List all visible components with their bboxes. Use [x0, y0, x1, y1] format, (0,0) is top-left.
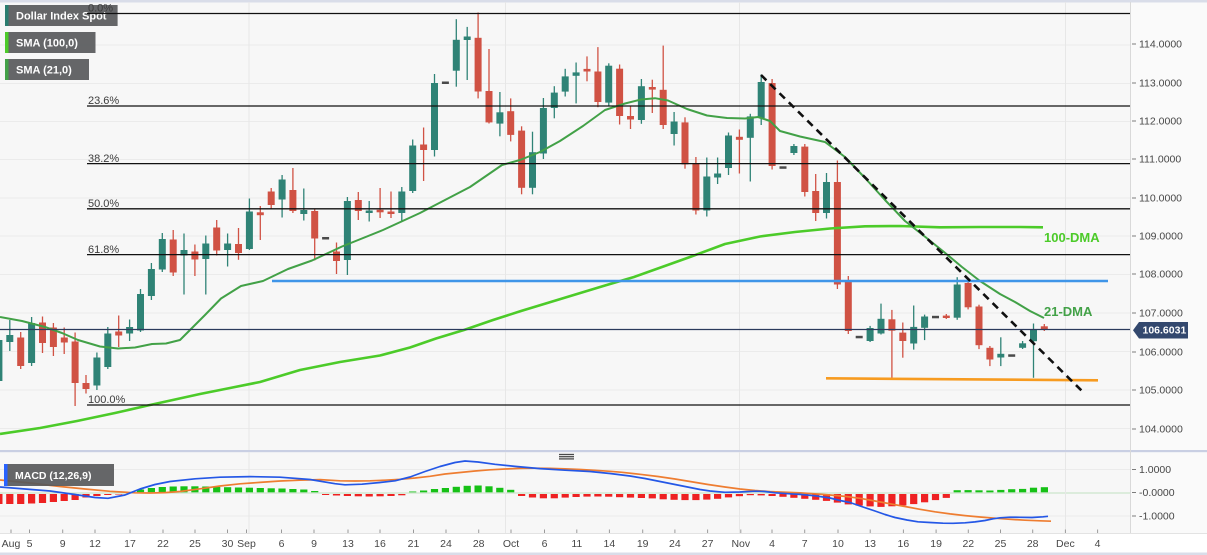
svg-text:21: 21	[408, 538, 420, 550]
svg-text:25: 25	[189, 538, 201, 550]
svg-text:24: 24	[440, 538, 452, 550]
svg-text:5: 5	[27, 538, 33, 550]
svg-text:113.0000: 113.0000	[1139, 78, 1182, 90]
svg-text:109.0000: 109.0000	[1139, 231, 1183, 243]
svg-text:Aug: Aug	[2, 538, 21, 550]
svg-text:MACD (12,26,9): MACD (12,26,9)	[15, 470, 91, 482]
svg-text:107.0000: 107.0000	[1139, 308, 1183, 320]
svg-text:28: 28	[1027, 538, 1039, 550]
svg-text:23.6%: 23.6%	[88, 95, 119, 107]
svg-text:111.0000: 111.0000	[1139, 154, 1181, 166]
svg-text:9: 9	[60, 538, 66, 550]
svg-text:SMA (100,0): SMA (100,0)	[16, 38, 78, 50]
svg-text:7: 7	[802, 538, 808, 550]
svg-text:-0.0000: -0.0000	[1139, 487, 1175, 499]
svg-text:9: 9	[311, 538, 317, 550]
svg-text:-1.0000: -1.0000	[1139, 511, 1175, 523]
svg-text:61.8%: 61.8%	[88, 244, 119, 256]
svg-text:25: 25	[995, 538, 1007, 550]
svg-text:16: 16	[898, 538, 910, 550]
svg-text:38.2%: 38.2%	[88, 153, 119, 165]
svg-text:21-DMA: 21-DMA	[1044, 304, 1093, 319]
svg-text:22: 22	[157, 538, 169, 550]
svg-text:10: 10	[832, 538, 844, 550]
svg-text:17: 17	[124, 538, 136, 550]
svg-text:30: 30	[222, 538, 234, 550]
svg-text:112.0000: 112.0000	[1139, 116, 1182, 128]
svg-text:Nov: Nov	[731, 538, 750, 550]
svg-text:104.0000: 104.0000	[1139, 424, 1183, 436]
svg-text:105.0000: 105.0000	[1139, 385, 1183, 397]
svg-text:114.0000: 114.0000	[1139, 39, 1182, 51]
svg-text:Dec: Dec	[1056, 538, 1075, 550]
svg-text:28: 28	[473, 538, 485, 550]
svg-text:22: 22	[962, 538, 974, 550]
svg-text:Sep: Sep	[237, 538, 256, 550]
svg-text:1.0000: 1.0000	[1139, 464, 1171, 476]
svg-text:0.0%: 0.0%	[88, 3, 113, 15]
svg-text:6: 6	[542, 538, 548, 550]
svg-text:110.0000: 110.0000	[1139, 193, 1182, 205]
svg-text:100.0%: 100.0%	[88, 394, 126, 406]
svg-text:19: 19	[637, 538, 649, 550]
svg-text:6: 6	[279, 538, 285, 550]
svg-text:4: 4	[1095, 538, 1101, 550]
svg-text:SMA (21,0): SMA (21,0)	[16, 65, 72, 77]
svg-text:4: 4	[769, 538, 775, 550]
svg-text:106.0000: 106.0000	[1139, 347, 1183, 359]
svg-text:100-DMA: 100-DMA	[1044, 230, 1100, 245]
svg-text:Dollar Index Spot: Dollar Index Spot	[16, 11, 107, 23]
svg-text:13: 13	[864, 538, 876, 550]
svg-text:11: 11	[571, 538, 582, 550]
svg-text:12: 12	[89, 538, 101, 550]
svg-text:108.0000: 108.0000	[1139, 269, 1183, 281]
svg-text:13: 13	[342, 538, 354, 550]
svg-text:106.6031: 106.6031	[1143, 325, 1187, 337]
svg-text:27: 27	[702, 538, 714, 550]
svg-text:19: 19	[930, 538, 942, 550]
svg-text:24: 24	[669, 538, 681, 550]
svg-text:16: 16	[374, 538, 386, 550]
svg-text:14: 14	[604, 538, 616, 550]
svg-text:Oct: Oct	[503, 538, 519, 550]
svg-text:50.0%: 50.0%	[88, 198, 119, 210]
